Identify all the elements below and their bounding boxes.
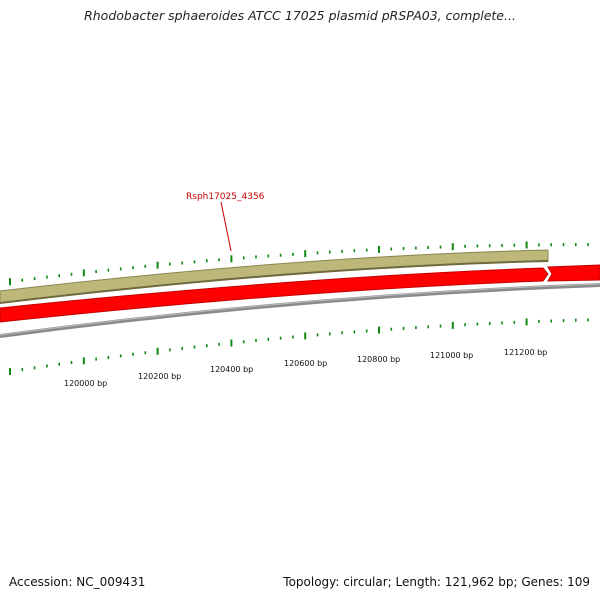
reverse-feature-bar-2[interactable] (547, 264, 600, 282)
map-title: Rhodobacter sphaeroides ATCC 17025 plasm… (84, 8, 516, 23)
genome-summary-text: Topology: circular; Length: 121,962 bp; … (283, 575, 590, 589)
bp-tick-label: 121000 bp (430, 351, 473, 360)
forward-feature-edge (0, 260, 549, 304)
lower-tick-ring (9, 318, 589, 375)
gene-label-leader (220, 201, 232, 252)
backbone-ring-highlight (0, 283, 600, 336)
accession-text: Accession: NC_009431 (9, 575, 146, 589)
bp-tick-label: 120200 bp (138, 372, 181, 381)
upper-tick-ring (9, 241, 589, 286)
bp-tick-label: 120400 bp (210, 365, 253, 374)
bp-tick-label: 120000 bp (64, 379, 107, 388)
backbone-ring (0, 283, 600, 338)
reverse-feature-bar[interactable] (0, 267, 549, 323)
gene-label-rsph17025-4356[interactable]: Rsph17025_4356 (186, 192, 265, 202)
bp-tick-labels: 120000 bp 120200 bp 120400 bp 120600 bp 1208… (64, 348, 547, 388)
bp-tick-label: 121200 bp (504, 348, 547, 357)
bp-tick-label: 120800 bp (357, 355, 400, 364)
bp-tick-label: 120600 bp (284, 359, 327, 368)
